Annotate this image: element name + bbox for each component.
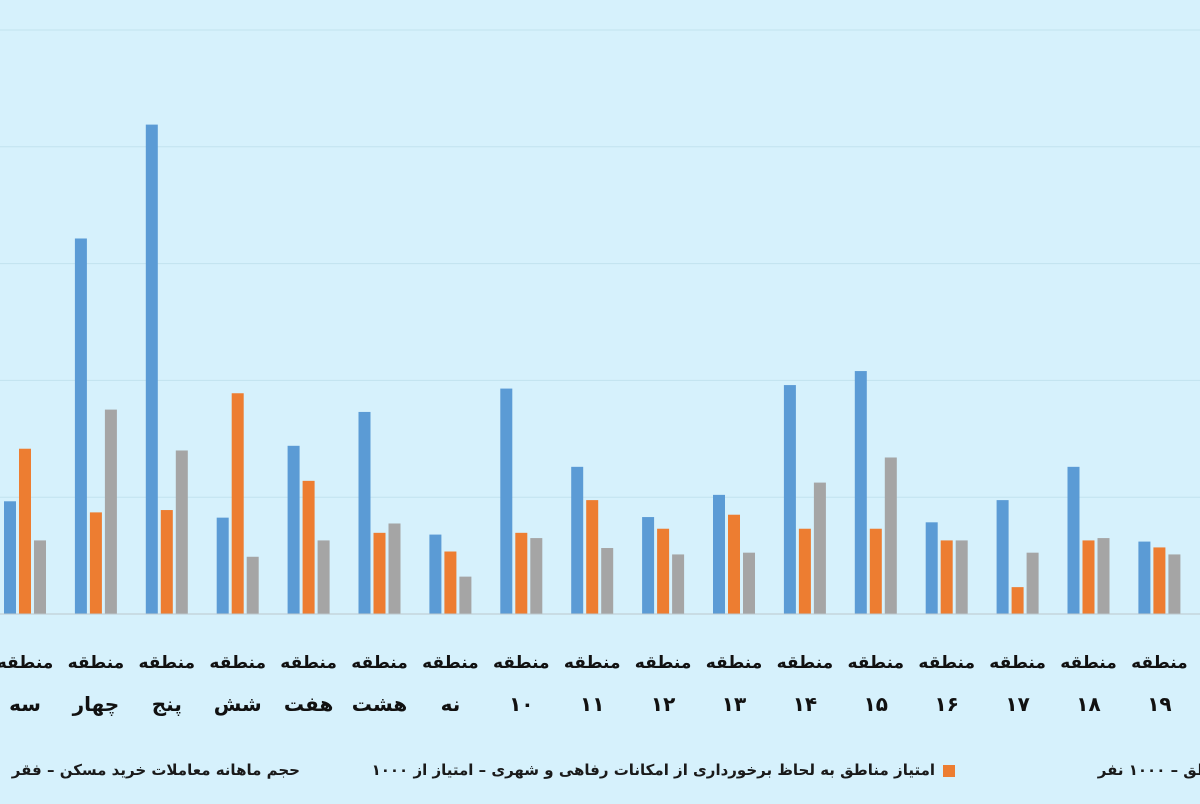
bar-series-2-category-3 [160, 510, 173, 614]
bar-series-1-category-9 [571, 466, 584, 614]
bar-series-1-category-10 [642, 517, 655, 614]
category-label-13-line-1: منطقه [848, 653, 905, 673]
category-label-1-line-1: منطقه [0, 653, 53, 673]
bar-series-2-category-5 [302, 480, 315, 614]
bar-series-3-category-8 [530, 538, 543, 614]
bar-series-3-category-14 [955, 540, 968, 614]
category-label-4-line-1: منطقه [209, 653, 266, 673]
legend-item-series-2: امتیاز مناطق به لحاظ برخورداری از امکانا… [355, 760, 955, 784]
bar-series-1-category-12 [783, 385, 796, 614]
bar-series-3-category-16 [1097, 538, 1110, 614]
category-label-15-line-1: منطقه [989, 653, 1046, 673]
category-label-8-line-1: منطقه [493, 653, 550, 673]
bar-series-2-category-1 [19, 448, 31, 614]
category-label-5-line-2: هفت [284, 692, 333, 716]
bar-series-1-category-1 [4, 501, 16, 614]
bar-series-2-category-12 [798, 528, 811, 614]
bar-series-3-category-15 [1026, 552, 1039, 614]
bar-series-3-category-6 [388, 523, 401, 614]
category-label-7-line-2: نه [441, 692, 461, 716]
bar-series-3-category-4 [246, 556, 259, 614]
bar-series-2-category-15 [1011, 587, 1024, 614]
bar-series-1-category-2 [74, 238, 87, 614]
bar-series-2-category-7 [444, 551, 457, 614]
category-label-16-line-1: منطقه [1060, 653, 1117, 673]
category-label-3-line-2: پنج [152, 692, 182, 717]
bar-series-3-category-3 [175, 450, 188, 614]
bar-series-2-category-11 [728, 514, 740, 614]
category-label-4-line-2: شش [214, 692, 262, 716]
bar-series-1-category-3 [145, 124, 158, 614]
bar-series-1-category-11 [713, 494, 725, 614]
bar-series-3-category-11 [743, 552, 755, 614]
category-label-12-line-2: ۱۴ [793, 692, 817, 716]
bar-series-2-category-6 [373, 532, 386, 614]
bar-series-3-category-17 [1168, 554, 1181, 614]
legend-item-series-1: حجم ماهانه معاملات خرید مسکن – فقر [0, 760, 300, 784]
category-label-6-line-2: هشت [352, 692, 407, 716]
category-label-2-line-1: منطقه [68, 653, 125, 673]
category-label-5-line-1: منطقه [280, 653, 337, 673]
bar-series-2-category-4 [231, 393, 244, 614]
bar-series-1-category-7 [429, 534, 442, 614]
bar-series-3-category-13 [884, 457, 897, 614]
category-label-14-line-1: منطقه [918, 653, 975, 673]
bar-series-2-category-13 [869, 528, 882, 614]
bar-series-3-category-1 [34, 540, 46, 614]
category-label-11-line-2: ۱۳ [722, 692, 746, 716]
category-label-9-line-1: منطقه [564, 653, 621, 673]
legend-swatch-orange [943, 764, 955, 777]
bar-series-3-category-2 [104, 409, 117, 614]
category-label-10-line-2: ۱۲ [651, 692, 675, 716]
bar-series-1-category-8 [500, 388, 513, 614]
bar-series-2-category-9 [586, 500, 599, 614]
bar-series-2-category-16 [1082, 540, 1095, 614]
category-label-6-line-1: منطقه [351, 653, 408, 673]
category-label-9-line-2: ۱۱ [580, 692, 604, 716]
bar-series-1-category-15 [996, 500, 1009, 614]
category-label-12-line-1: منطقه [777, 653, 834, 673]
bar-series-2-category-2 [89, 512, 102, 614]
category-label-10-line-1: منطقه [635, 653, 692, 673]
bar-series-1-category-4 [216, 517, 229, 614]
category-label-15-line-2: ۱۷ [1005, 692, 1029, 716]
bars [4, 124, 1181, 614]
category-label-8-line-2: ۱۰ [509, 692, 533, 716]
bar-series-3-category-12 [813, 482, 826, 614]
bar-series-3-category-5 [317, 540, 330, 614]
category-label-17-line-1: منطقه [1131, 653, 1188, 673]
category-label-11-line-1: منطقه [706, 653, 763, 673]
bar-series-1-category-14 [925, 522, 938, 614]
bar-series-1-category-13 [854, 371, 867, 614]
bar-series-1-category-5 [287, 445, 300, 614]
legend-label-series-1: حجم ماهانه معاملات خرید مسکن – فقر [11, 761, 300, 779]
bar-series-3-category-9 [601, 548, 614, 614]
bar-series-1-category-6 [358, 411, 371, 614]
category-label-3-line-1: منطقه [139, 653, 196, 673]
category-label-17-line-2: ۱۹ [1147, 692, 1171, 716]
category-label-16-line-2: ۱۸ [1076, 692, 1100, 716]
bar-series-3-category-10 [672, 554, 685, 614]
category-label-1-line-2: سه [9, 692, 41, 716]
bar-series-2-category-14 [940, 540, 953, 614]
category-label-7-line-1: منطقه [422, 653, 479, 673]
bar-series-2-category-8 [515, 532, 528, 614]
bar-series-1-category-16 [1067, 466, 1080, 614]
legend-item-series-3: مناطق – ۱۰۰۰ نفر [1012, 760, 1200, 784]
category-label-14-line-2: ۱۶ [934, 692, 958, 716]
category-label-2-line-2: چهار [72, 692, 120, 717]
category-label-13-line-2: ۱۵ [864, 692, 888, 716]
legend-label-series-3: مناطق – ۱۰۰۰ نفر [1097, 761, 1200, 779]
legend-label-series-2: امتیاز مناطق به لحاظ برخورداری از امکانا… [371, 761, 935, 779]
bar-series-2-category-17 [1153, 547, 1166, 614]
category-labels: منطقه سه منطقه چهار منطقه پنج منطقه شش منطقه هفت م… [0, 653, 1188, 717]
bar-series-3-category-7 [459, 576, 472, 614]
bar-series-2-category-10 [657, 528, 670, 614]
bar-series-1-category-17 [1138, 541, 1151, 614]
